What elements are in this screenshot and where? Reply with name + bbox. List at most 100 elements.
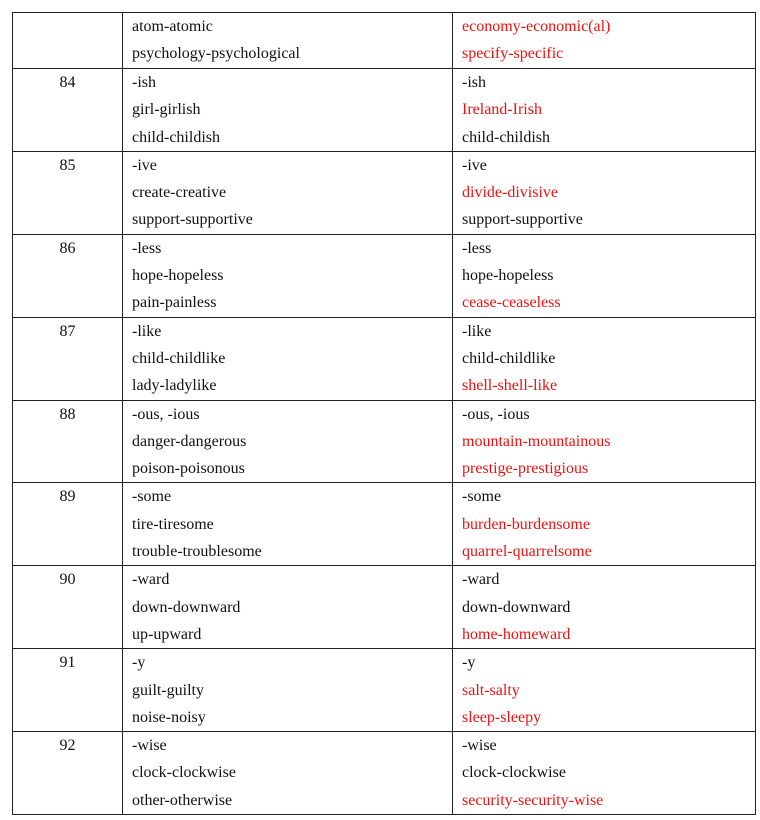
answer-word: child-childlike bbox=[462, 349, 556, 367]
table-row: 89 -some tire-tiresome trouble-troublesome -… bbox=[12, 482, 756, 567]
example-word: guilt-guilty bbox=[132, 681, 204, 699]
row-number-cell: 86 bbox=[12, 233, 123, 318]
highlighted-word: cease-ceaseless bbox=[462, 294, 561, 312]
example-word: girl-girlish bbox=[132, 101, 201, 119]
answer-cell: -wise clock-clockwise security-security-wi… bbox=[452, 731, 756, 816]
highlighted-word: Ireland-Irish bbox=[462, 101, 542, 119]
example-word: create-creative bbox=[132, 184, 227, 202]
table-row: 90 -ward down-downward up-upward -ward down-d… bbox=[12, 565, 756, 650]
example-word: -some bbox=[132, 488, 172, 506]
example-cell: -some tire-tiresome trouble-troublesome bbox=[122, 482, 453, 567]
row-number-cell: 88 bbox=[12, 399, 123, 484]
answer-cell: -y salt-salty sleep-sleepy bbox=[452, 648, 756, 733]
highlighted-word: burden-burdensome bbox=[462, 515, 590, 533]
example-word: -ish bbox=[132, 74, 156, 91]
table-row: 84 -ish girl-girlish child-childish -ish Irel… bbox=[12, 68, 756, 152]
highlighted-word: salt-salty bbox=[462, 681, 520, 699]
table-body: atom-atomic psychology-psychological econo… bbox=[12, 12, 756, 816]
highlighted-word: quarrel-quarrelsome bbox=[462, 543, 592, 561]
answer-word: -wise bbox=[462, 737, 497, 755]
table-row: 92 -wise clock-clockwise other-otherwise -wi… bbox=[12, 731, 756, 816]
table-row: 85 -ive create-creative support-supportive -… bbox=[12, 150, 756, 235]
example-cell: atom-atomic psychology-psychological bbox=[122, 12, 453, 69]
table-row: 87 -like child-childlike lady-ladylike -like… bbox=[12, 316, 756, 401]
example-word: -wise bbox=[132, 737, 167, 755]
answer-word: down-downward bbox=[462, 598, 571, 616]
suffix-table: atom-atomic psychology-psychological econo… bbox=[12, 12, 756, 816]
row-number: 92 bbox=[59, 737, 76, 755]
row-number-cell: 89 bbox=[12, 482, 123, 567]
example-word: -less bbox=[132, 239, 162, 257]
row-number: 86 bbox=[59, 239, 76, 257]
answer-word: -ous, -ious bbox=[462, 405, 530, 423]
row-number: 89 bbox=[59, 488, 76, 506]
example-word: lady-ladylike bbox=[132, 377, 217, 395]
highlighted-word: security-security-wise bbox=[462, 791, 604, 809]
example-cell: -like child-childlike lady-ladylike bbox=[122, 316, 453, 401]
example-word: -ous, -ious bbox=[132, 405, 200, 423]
row-number-cell: 84 bbox=[12, 68, 123, 152]
example-word: down-downward bbox=[132, 598, 241, 616]
highlighted-word: prestige-prestigious bbox=[462, 460, 589, 478]
row-number: 85 bbox=[59, 156, 76, 174]
answer-word: hope-hopeless bbox=[462, 267, 554, 285]
highlighted-word: divide-divisive bbox=[462, 184, 558, 202]
row-number: 87 bbox=[59, 322, 76, 340]
example-word: poison-poisonous bbox=[132, 460, 245, 478]
example-word: up-upward bbox=[132, 625, 202, 643]
example-word: other-otherwise bbox=[132, 791, 233, 809]
table-row: atom-atomic psychology-psychological econo… bbox=[12, 12, 756, 69]
example-cell: -ive create-creative support-supportive bbox=[122, 150, 453, 235]
example-word: atom-atomic bbox=[132, 18, 213, 35]
row-number: 90 bbox=[59, 571, 76, 589]
example-word: -ive bbox=[132, 156, 157, 174]
highlighted-word: sleep-sleepy bbox=[462, 708, 542, 726]
answer-word: -some bbox=[462, 488, 502, 506]
row-number: 84 bbox=[59, 74, 76, 91]
answer-cell: -ward down-downward home-homeward bbox=[452, 565, 756, 650]
example-word: noise-noisy bbox=[132, 708, 206, 726]
example-word: hope-hopeless bbox=[132, 267, 224, 285]
row-number-cell: 87 bbox=[12, 316, 123, 401]
answer-cell: -like child-childlike shell-shell-like bbox=[452, 316, 756, 401]
answer-cell: -ive divide-divisive support-supportive bbox=[452, 150, 756, 235]
example-cell: -y guilt-guilty noise-noisy bbox=[122, 648, 453, 733]
highlighted-word: specify-specific bbox=[462, 45, 564, 63]
answer-word: -less bbox=[462, 239, 492, 257]
example-word: danger-dangerous bbox=[132, 432, 247, 450]
highlighted-word: mountain-mountainous bbox=[462, 432, 611, 450]
answer-word: support-supportive bbox=[462, 211, 583, 229]
example-word: -like bbox=[132, 322, 162, 340]
row-number-cell bbox=[12, 12, 123, 69]
answer-cell: economy-economic(al) specify-specific bbox=[452, 12, 756, 69]
table-row: 88 -ous, -ious danger-dangerous poison-pois… bbox=[12, 399, 756, 484]
table-row: 86 -less hope-hopeless pain-painless -less ho… bbox=[12, 233, 756, 318]
example-word: psychology-psychological bbox=[132, 45, 300, 63]
answer-word: -like bbox=[462, 322, 492, 340]
answer-word: -y bbox=[462, 654, 476, 672]
example-cell: -wise clock-clockwise other-otherwise bbox=[122, 731, 453, 816]
highlighted-word: shell-shell-like bbox=[462, 377, 558, 395]
example-word: tire-tiresome bbox=[132, 515, 214, 533]
row-number-cell: 92 bbox=[12, 731, 123, 816]
answer-cell: -some burden-burdensome quarrel-quarrelsom… bbox=[452, 482, 756, 567]
answer-cell: -ous, -ious mountain-mountainous prestige-… bbox=[452, 399, 756, 484]
highlighted-word: home-homeward bbox=[462, 625, 571, 643]
answer-word: -ward bbox=[462, 571, 500, 589]
example-word: clock-clockwise bbox=[132, 764, 236, 782]
answer-word: -ive bbox=[462, 156, 487, 174]
answer-word: clock-clockwise bbox=[462, 764, 566, 782]
row-number-cell: 90 bbox=[12, 565, 123, 650]
example-word: child-childlike bbox=[132, 349, 226, 367]
example-cell: -ous, -ious danger-dangerous poison-poison… bbox=[122, 399, 453, 484]
answer-word: -ish bbox=[462, 74, 486, 91]
example-cell: -ward down-downward up-upward bbox=[122, 565, 453, 650]
row-number-cell: 91 bbox=[12, 648, 123, 733]
highlighted-word: economy-economic(al) bbox=[462, 18, 611, 35]
example-word: support-supportive bbox=[132, 211, 253, 229]
answer-word: child-childish bbox=[462, 128, 550, 146]
row-number bbox=[13, 13, 122, 40]
answer-cell: -ish Ireland-Irish child-childish bbox=[452, 68, 756, 152]
example-cell: -less hope-hopeless pain-painless bbox=[122, 233, 453, 318]
example-cell: -ish girl-girlish child-childish bbox=[122, 68, 453, 152]
